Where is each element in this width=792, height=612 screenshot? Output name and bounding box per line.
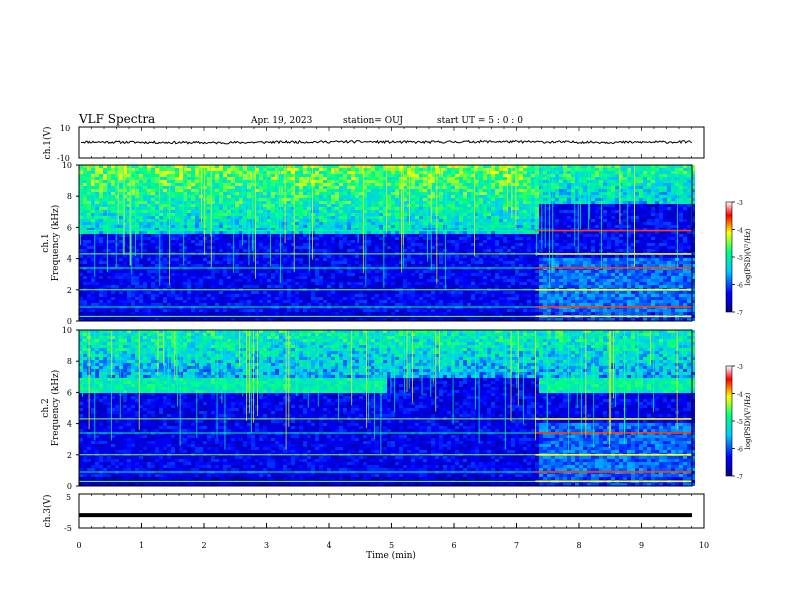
ch1-colorbar-tick-label: -3 xyxy=(737,200,743,207)
ch2-spectrogram-image xyxy=(79,330,695,486)
ch2-spectrogram-ytick-label: 10 xyxy=(62,326,72,335)
time-axis-tick-label: 3 xyxy=(264,541,269,550)
ch1-spectrogram-ylabel-channel: ch.1 xyxy=(41,233,51,252)
ch1-spectrogram-ylabel-frequency: Frequency (kHz) xyxy=(50,205,61,282)
ch1-colorbar-gradient xyxy=(725,201,733,313)
ch1-colorbar-tick-label: -7 xyxy=(737,310,743,317)
time-axis-tick-label: 2 xyxy=(201,541,206,550)
time-axis-tick-label: 8 xyxy=(576,541,581,550)
time-axis-tick-label: 10 xyxy=(699,541,709,550)
ch1-spectrogram-ytick-label: 6 xyxy=(67,223,72,232)
ch2-colorbar-tick-label: -7 xyxy=(737,474,743,481)
ch3-ytick-top: 5 xyxy=(66,493,71,502)
time-axis-label: Time (min) xyxy=(366,550,416,561)
ch2-spectrogram-ytick-label: 0 xyxy=(67,482,72,491)
ch1-ytick-bottom: -10 xyxy=(57,154,70,163)
ch3-ytick-bottom: -5 xyxy=(64,524,72,533)
ch1-waveform-trace xyxy=(81,139,693,145)
time-axis-tick-label: 9 xyxy=(639,541,644,550)
figure-header: VLF Spectra Apr. 19, 2023 station= OUJ s… xyxy=(78,112,523,126)
ch2-spectrogram-panel: 0 2 4 6 8 10 ch.2 Frequency (kHz) xyxy=(41,326,695,491)
ch2-colorbar-tick-label: -3 xyxy=(737,364,743,371)
station-label: station= OUJ xyxy=(343,116,403,126)
ch2-spectrogram-ytick-label: 8 xyxy=(67,357,72,366)
ch1-spectrogram-ytick-label: 2 xyxy=(67,286,72,295)
ch1-spectrogram-ytick-label: 0 xyxy=(67,317,72,326)
start-time-label: start UT = 5 : 0 : 0 xyxy=(437,116,523,126)
time-axis-tick-label: 7 xyxy=(514,541,519,550)
ch2-colorbar-tick-label: -6 xyxy=(737,447,743,454)
ch2-colorbar-label: log(PSD)(V²/Hz) xyxy=(744,392,752,449)
ch1-colorbar-tick-label: -6 xyxy=(737,283,743,290)
figure-title: VLF Spectra xyxy=(78,112,155,126)
ch1-waveform-panel: 10 -10 ch.1(V) xyxy=(42,124,705,163)
ch3-waveform-frame xyxy=(78,493,705,529)
ch3-waveform-panel: 5 -5 ch.3(V) 0 1 2 3 4 5 6 7 8 9 10 Time (min) xyxy=(42,127,709,561)
time-axis-tick-label: 1 xyxy=(139,541,144,550)
ch3-waveform-ylabel: ch.3(V) xyxy=(42,495,53,528)
ch1-spectrogram-panel: 0 2 4 6 8 10 ch.1 Frequency (kHz) xyxy=(41,161,695,326)
ch1-spectrogram-ytick-label: 4 xyxy=(67,255,72,264)
ch2-spectrogram-ytick-label: 2 xyxy=(67,451,72,460)
time-axis-tick-label: 0 xyxy=(76,541,81,550)
time-axis-tick-label: 4 xyxy=(326,541,331,550)
ch1-colorbar: -3 -4 -5 -6 -7 log(PSD)(V²/Hz) xyxy=(725,200,752,317)
ch2-spectrogram-ytick-label: 6 xyxy=(67,388,72,397)
ch2-spectrogram-ylabel-frequency: Frequency (kHz) xyxy=(50,370,61,447)
ch1-spectrogram-ytick-label: 10 xyxy=(62,161,72,170)
ch1-spectrogram-frame xyxy=(78,164,693,322)
ch1-colorbar-label: log(PSD)(V²/Hz) xyxy=(744,228,752,285)
ch2-colorbar-tick-label: -4 xyxy=(737,392,743,399)
ch2-spectrogram-ylabel-channel: ch.2 xyxy=(41,398,51,417)
ch1-spectrogram-image xyxy=(79,165,695,321)
ch2-colorbar-tick-label: -5 xyxy=(737,419,743,426)
time-axis-tick-label: 6 xyxy=(451,541,456,550)
time-axis-tick-label: 5 xyxy=(389,541,394,550)
ch1-waveform-ylabel: ch.1(V) xyxy=(42,127,53,160)
ch1-colorbar-tick-label: -4 xyxy=(737,228,743,235)
ch1-spectrogram-ytick-label: 8 xyxy=(67,192,72,201)
ch2-spectrogram-frame xyxy=(78,329,693,487)
ch2-colorbar-gradient xyxy=(725,365,733,477)
ch1-colorbar-tick-label: -5 xyxy=(737,255,743,262)
ch2-spectrogram-ytick-label: 4 xyxy=(67,420,72,429)
ch1-ytick-top: 10 xyxy=(60,124,70,133)
observation-date: Apr. 19, 2023 xyxy=(250,116,313,126)
ch2-colorbar: -3 -4 -5 -6 -7 log(PSD)(V²/Hz) xyxy=(725,364,752,481)
